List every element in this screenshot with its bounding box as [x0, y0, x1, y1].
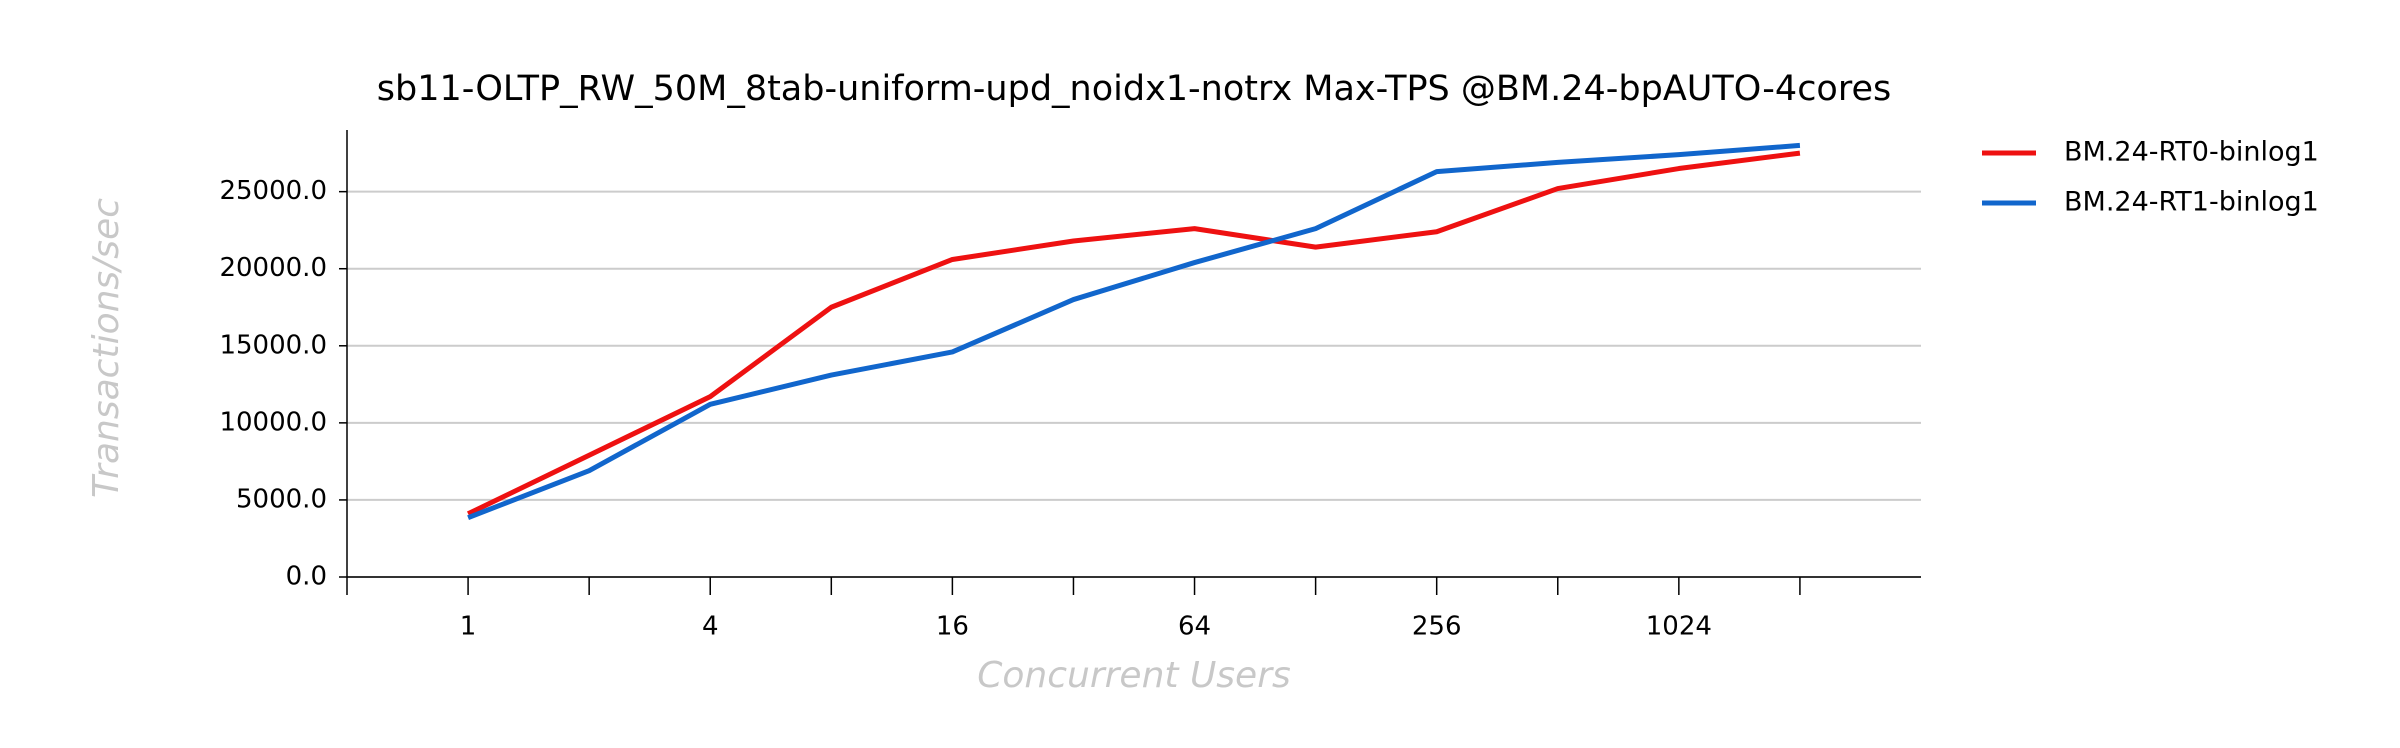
y-tick-label: 5000.0 — [236, 484, 327, 514]
x-tick-label: 1024 — [1646, 612, 1712, 642]
y-tick-label: 0.0 — [286, 562, 327, 592]
x-tick-label: 256 — [1412, 612, 1462, 642]
y-axis-label: Transactions/sec — [86, 198, 127, 498]
legend-label: BM.24-RT0-binlog1 — [2064, 137, 2319, 168]
y-tick-label: 20000.0 — [219, 253, 327, 283]
series-line — [467, 142, 1801, 520]
x-axis-label: Concurrent Users — [977, 655, 1291, 696]
x-tick-label: 16 — [936, 612, 969, 642]
y-tick-label: 25000.0 — [219, 176, 327, 206]
y-tick-label: 15000.0 — [219, 330, 327, 360]
y-tick-label: 10000.0 — [219, 407, 327, 437]
x-tick-label: 1 — [460, 612, 477, 642]
x-tick-label: 4 — [702, 612, 719, 642]
series-line — [466, 150, 1801, 517]
x-tick-label: 64 — [1178, 612, 1211, 642]
legend-label: BM.24-RT1-binlog1 — [2064, 187, 2319, 218]
chart-title: sb11-OLTP_RW_50M_8tab-uniform-upd_noidx1… — [377, 69, 1891, 109]
